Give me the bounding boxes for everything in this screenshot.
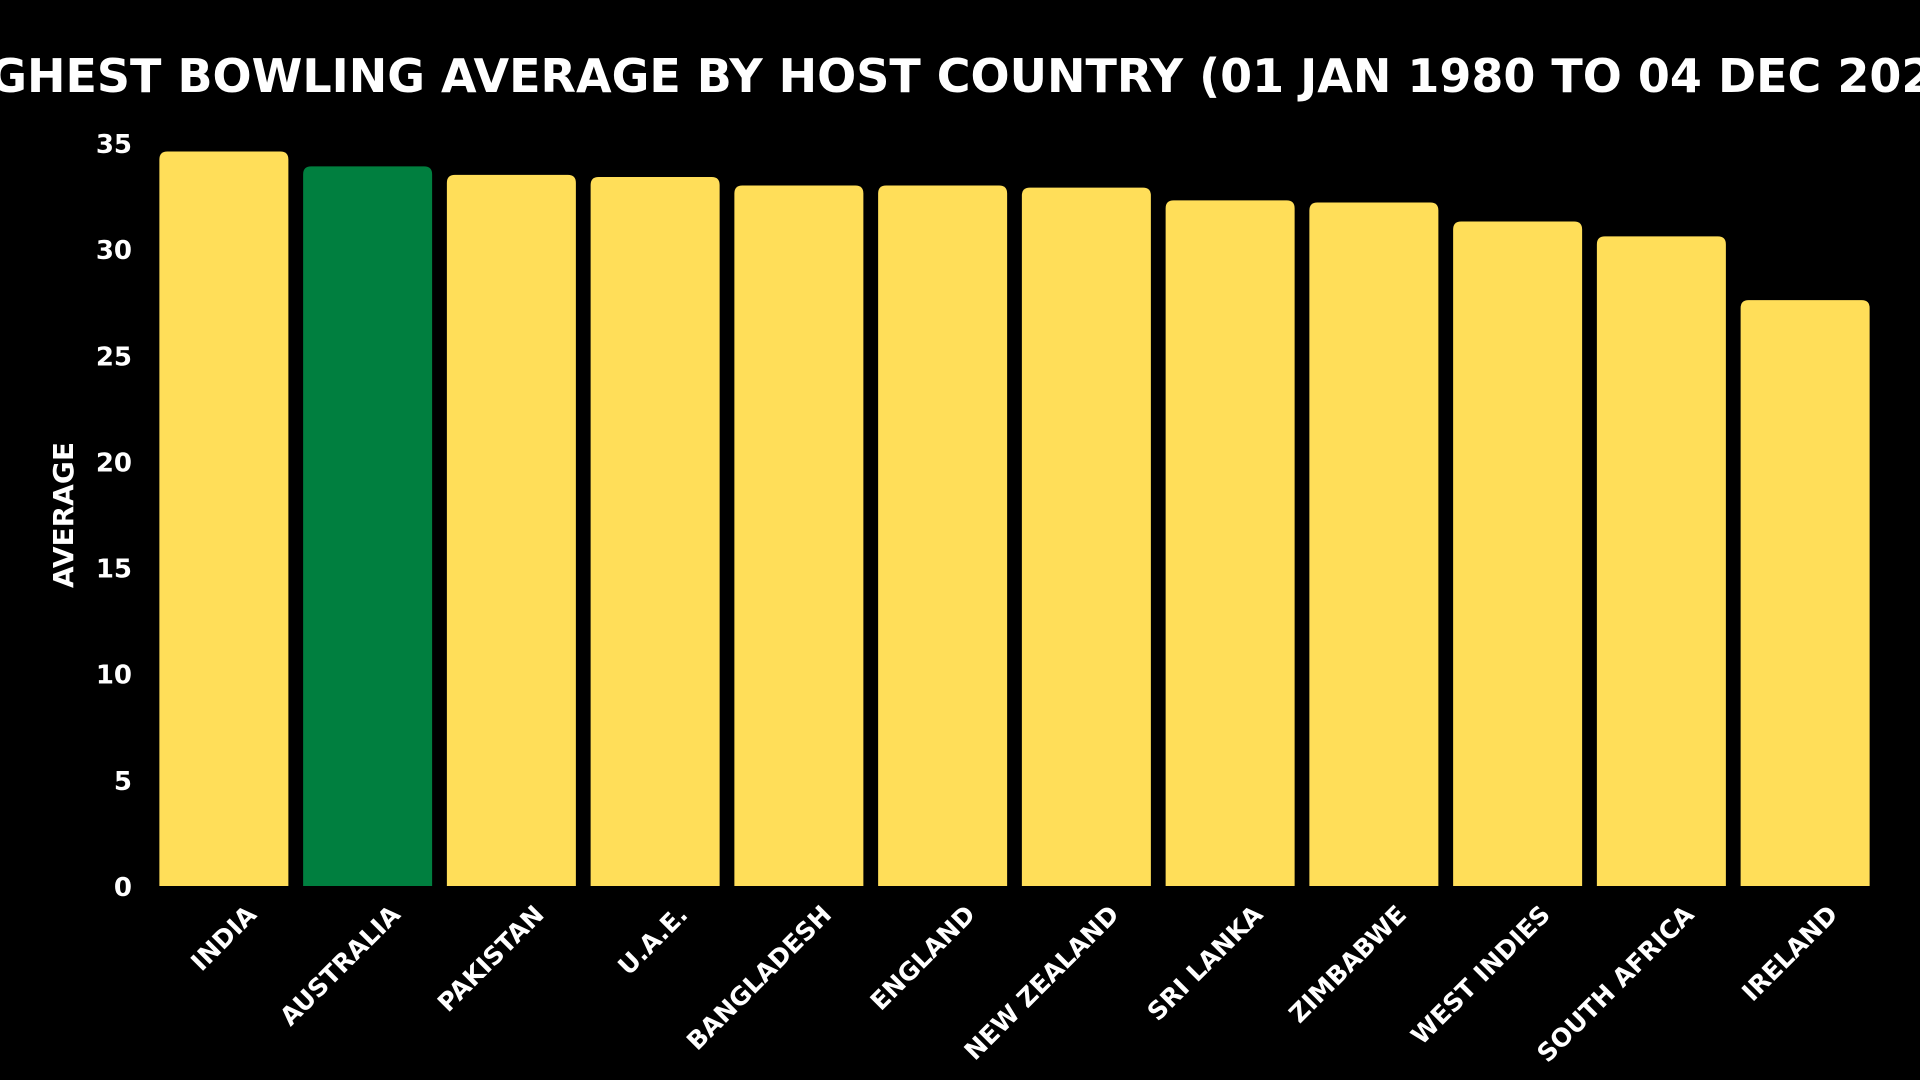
chart-title: HIGHEST BOWLING AVERAGE BY HOST COUNTRY … [0,49,1920,103]
y-axis-ticks: 0 5 10 15 20 25 30 35 [96,130,132,903]
bar-bangladesh [734,185,864,886]
y-tick-label: 30 [96,236,132,266]
bar-australia [303,166,433,886]
x-tick-label: WEST INDIES [1405,900,1555,1050]
bar-india [159,151,289,886]
bar-new-zealand [1021,187,1151,886]
y-tick-label: 35 [96,130,132,160]
x-tick-label: BANGLADESH [681,900,837,1056]
bar-ireland [1740,300,1870,886]
x-tick-label: ENGLAND [865,900,981,1016]
x-tick-label: U.A.E. [612,900,693,981]
bar-zimbabwe [1309,202,1439,886]
x-axis-labels: INDIA AUSTRALIA PAKISTAN U.A.E.BANGLADESH EN… [185,899,1843,1068]
bar-sri-lanka [1165,200,1295,886]
y-axis-title: AVERAGE [47,442,80,588]
x-tick-label: INDIA [185,899,262,976]
y-tick-label: 15 [96,555,132,585]
bar-u-a-e [590,176,720,887]
bar-england [878,185,1008,886]
bars-group [159,151,1870,887]
x-tick-label: PAKISTAN [432,900,550,1018]
y-tick-label: 20 [96,448,132,478]
bar-south-africa [1596,236,1726,887]
x-tick-label: SRI LANKA [1142,899,1269,1026]
x-tick-label: IRELAND [1736,900,1843,1007]
x-tick-label: ZIMBABWE [1283,900,1412,1029]
bar-pakistan [446,174,576,887]
x-tick-label: NEW ZEALAND [959,900,1125,1066]
y-tick-label: 0 [114,873,132,903]
x-tick-label: SOUTH AFRICA [1531,899,1700,1068]
bar-west-indies [1453,221,1583,886]
y-tick-label: 10 [96,661,132,691]
x-tick-label: AUSTRALIA [274,899,406,1031]
y-tick-label: 25 [96,342,132,372]
y-tick-label: 5 [114,767,132,797]
